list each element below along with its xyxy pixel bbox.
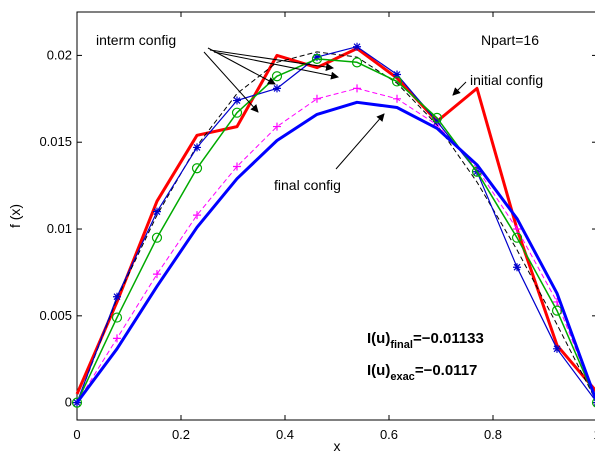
data-point [431,112,443,124]
annotation-final-config: final config [274,177,341,193]
y-tick-label: 0 [65,395,72,410]
series-line [76,58,595,403]
x-tick-label: 0.4 [276,427,294,442]
data-point [231,107,243,118]
x-tick-label: 1 [593,427,595,442]
data-point [351,57,363,68]
data-point [551,305,563,316]
data-point [112,334,121,343]
data-point [272,84,281,93]
data-point [391,76,403,87]
data-point [353,42,362,51]
series-line [75,47,595,395]
iu-final-value: =−0.01133 [413,330,484,347]
data-point [353,84,362,93]
arrow-interm-1 [207,47,276,85]
data-point [553,344,562,353]
annotation-arrows [203,47,467,170]
annotation-interm-config: interm config [96,32,176,48]
data-point [193,143,202,152]
data-point [73,398,81,407]
iu-exac-subscript: exac [390,371,414,383]
series-line [76,51,595,403]
data-point [513,263,522,272]
x-tick-label: 0.6 [380,427,398,442]
data-point [193,211,202,220]
series-layer [71,42,595,408]
y-tick-label: 0.005 [39,308,72,323]
data-point [312,53,321,62]
annotations: interm config Npart=16 initial config fi… [7,32,543,454]
series-0 [75,47,595,395]
data-point [432,117,441,126]
series-4 [71,53,595,408]
annotation-npart: Npart=16 [481,32,539,48]
data-point [393,70,402,79]
data-point [191,163,203,174]
arrow-interm-4 [203,51,259,113]
data-point [151,232,163,243]
x-tick-label: 0.8 [484,427,502,442]
iu-final-subscript: final [390,339,413,351]
y-axis-label: f (x) [7,204,23,228]
data-point [152,207,161,216]
annotation-initial-config: initial config [470,72,543,88]
data-point [511,232,523,243]
series-line [75,100,595,404]
x-tick-label: 0 [73,427,80,442]
data-point [271,71,283,82]
arrow-interm-3 [213,51,339,80]
iu-exac-prefix: I(u) [367,362,390,379]
data-point [513,225,522,234]
data-point [393,94,402,103]
iu-exac-value: =−0.0117 [415,362,478,379]
plot-area [76,11,595,421]
data-point [71,397,83,408]
data-point [312,94,321,103]
annotation-iu-exac: I(u)exac=−0.0117 [367,362,477,383]
data-point [152,270,161,279]
series-line [76,87,595,403]
series-5 [75,100,595,404]
x-axis-label: x [334,438,341,454]
series-line [76,46,595,403]
data-point [591,397,595,408]
data-point [112,292,121,301]
data-point [272,122,281,131]
iu-final-prefix: I(u) [367,330,390,347]
arrow-interm-2 [209,49,334,71]
arrow-final [335,113,385,170]
y-tick-label: 0.02 [47,47,72,62]
data-point [233,162,242,171]
series-2 [76,51,595,403]
series-3 [73,42,595,407]
annotation-iu-final: I(u)final=−0.01133 [367,330,484,351]
data-point [311,53,323,64]
y-tick-label: 0.01 [47,221,72,236]
data-point [111,312,123,323]
arrow-initial [452,81,467,96]
data-point [233,96,242,105]
y-tick-label: 0.015 [39,134,72,149]
x-tick-label: 0.2 [172,427,190,442]
